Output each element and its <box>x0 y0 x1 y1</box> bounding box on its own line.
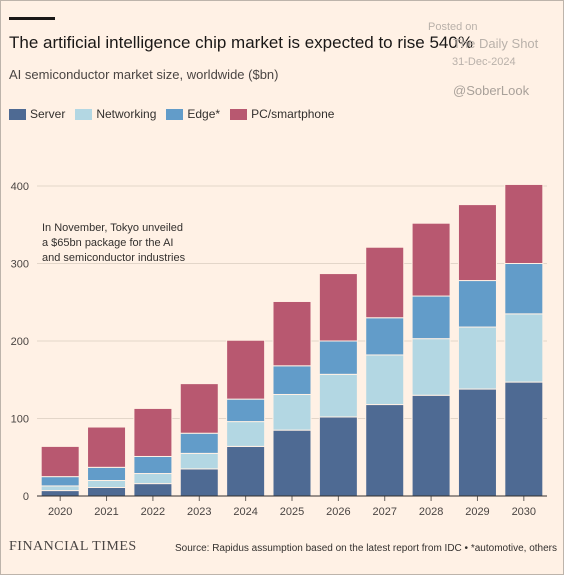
legend-label-edge: Edge* <box>187 107 221 121</box>
legend-label-server: Server <box>30 107 66 121</box>
x-tick-label: 2029 <box>465 506 489 518</box>
bar-segment-server <box>133 483 173 497</box>
legend-item-pc-smartphone: PC/smartphone <box>230 107 334 121</box>
bar-segment-networking <box>411 338 451 396</box>
bar-segment-pc-smartphone <box>504 183 544 265</box>
x-tick-label: 2030 <box>512 506 536 518</box>
top-accent-bar <box>9 17 55 20</box>
bar-segment-edge <box>457 280 497 328</box>
bar-segment-pc-smartphone <box>411 222 451 297</box>
bar-segment-edge <box>87 466 127 482</box>
bar-segment-networking <box>504 313 544 383</box>
axis-layer: 0 100 200 300 400 2020 2021 2022 2023 2024 2025 202… <box>11 181 547 518</box>
bar-segment-pc-smartphone <box>226 339 266 400</box>
legend-item-server: Server <box>9 107 65 121</box>
bar-segment-edge <box>40 476 80 487</box>
legend-item-networking: Networking <box>75 107 156 121</box>
bar-segment-networking <box>365 354 405 406</box>
bar-segment-server <box>179 468 219 497</box>
x-tick-label: 2028 <box>419 506 443 518</box>
bar-segment-edge <box>226 398 266 423</box>
x-tick-label: 2020 <box>48 506 72 518</box>
bar-segment-pc-smartphone <box>365 246 405 319</box>
bar-segment-server <box>318 416 358 497</box>
bar-segment-server <box>411 394 451 497</box>
source-note: Source: Rapidus assumption based on the … <box>174 543 557 554</box>
bar-segment-pc-smartphone <box>87 426 127 468</box>
bar-segment-edge <box>318 340 358 375</box>
bar-segment-pc-smartphone <box>272 300 312 367</box>
bar-segment-networking <box>318 373 358 418</box>
bar-segment-server <box>272 429 312 497</box>
bar-segment-edge <box>411 295 451 340</box>
legend-swatch-server <box>9 108 26 120</box>
y-tick-label: 400 <box>11 181 29 193</box>
x-tick-label: 2024 <box>233 506 257 518</box>
y-tick-label: 100 <box>11 414 29 426</box>
x-tick-label: 2023 <box>187 506 211 518</box>
x-tick-label: 2025 <box>280 506 304 518</box>
bar-segment-edge <box>272 365 312 395</box>
bar-segment-edge <box>133 455 173 475</box>
legend-swatch-edge <box>166 108 184 120</box>
bar-segment-edge <box>179 432 219 454</box>
y-tick-label: 200 <box>11 336 29 348</box>
bar-segment-pc-smartphone <box>179 383 219 434</box>
legend-swatch-networking <box>75 108 93 120</box>
bar-segment-networking <box>133 473 173 485</box>
bar-segment-edge <box>504 263 544 315</box>
watermark-handle: @SoberLook <box>453 83 530 98</box>
chart-subtitle: AI semiconductor market size, worldwide … <box>9 67 279 82</box>
x-tick-label: 2027 <box>372 506 396 518</box>
x-tick-label: 2021 <box>94 506 118 518</box>
bar-segment-pc-smartphone <box>457 204 497 282</box>
stacked-bar-chart: 0 100 200 300 400 2020 2021 2022 2023 2024 2025 202… <box>11 181 547 518</box>
bar-segment-pc-smartphone <box>133 407 173 457</box>
bar-segment-server <box>365 404 405 497</box>
bar-segment-server <box>40 490 80 497</box>
legend-label-pc-smartphone: PC/smartphone <box>251 107 335 121</box>
bar-segment-networking <box>40 485 80 492</box>
bar-segment-pc-smartphone <box>40 445 80 478</box>
bar-layer <box>40 183 544 497</box>
ft-logo: FINANCIAL TIMES <box>9 539 137 554</box>
annotation-note: In November, Tokyo unveiled a $65bn pack… <box>42 222 186 264</box>
legend-label-networking: Networking <box>96 107 157 121</box>
bar-segment-edge <box>365 317 405 356</box>
legend-item-edge: Edge* <box>166 107 220 121</box>
watermark-posted-on: Posted on <box>428 21 478 33</box>
bar-segment-networking <box>87 480 127 488</box>
y-tick-label: 0 <box>23 491 29 503</box>
chart-legend: Server Networking Edge* PC/smartphone <box>9 107 334 121</box>
bar-segment-networking <box>457 326 497 390</box>
watermark-date: 31-Dec-2024 <box>452 56 516 68</box>
x-tick-label: 2022 <box>141 506 165 518</box>
bar-segment-networking <box>272 393 312 431</box>
bar-segment-networking <box>226 421 266 447</box>
x-tick-label: 2026 <box>326 506 350 518</box>
bar-segment-server <box>504 381 544 497</box>
bar-segment-pc-smartphone <box>318 273 358 342</box>
bar-segment-networking <box>179 452 219 470</box>
watermark-source: The Daily Shot <box>453 36 539 51</box>
y-tick-label: 300 <box>11 259 29 271</box>
bar-segment-server <box>87 486 127 497</box>
bar-segment-server <box>457 388 497 497</box>
chart-title: The artificial intelligence chip market … <box>9 33 473 52</box>
legend-swatch-pc-smartphone <box>230 108 248 120</box>
bar-segment-server <box>226 445 266 497</box>
